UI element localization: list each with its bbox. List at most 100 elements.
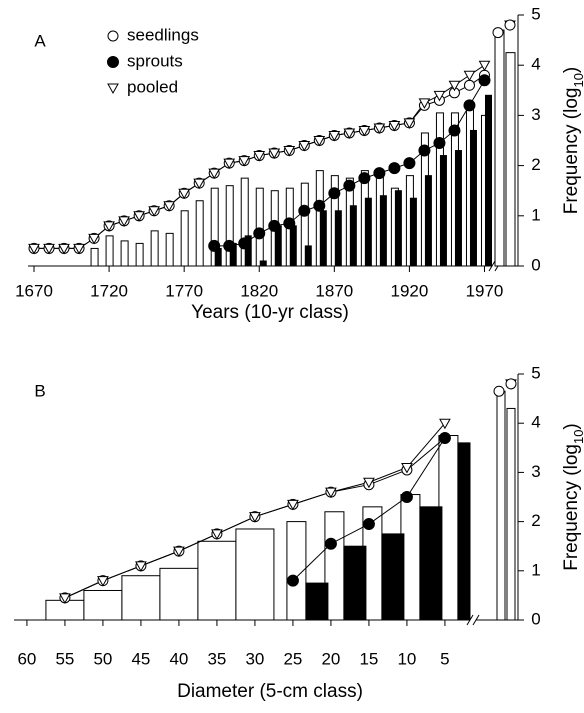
y-tick-label: 4 [531, 55, 540, 74]
y-tick-label: 2 [531, 511, 540, 530]
y-tick-label: 2 [531, 155, 540, 174]
bar [90, 247, 99, 267]
y-axis-label-part: 10 [571, 430, 584, 444]
data-point [388, 120, 401, 132]
data-point [193, 178, 206, 190]
bar [255, 187, 264, 267]
data-point [418, 98, 431, 109]
data-point [433, 137, 446, 150]
legend-label: seedlings [127, 25, 199, 44]
data-point [298, 141, 311, 152]
x-tick-label: 60 [17, 649, 36, 668]
data-point [223, 239, 236, 252]
bar [349, 205, 357, 267]
bar [394, 190, 402, 267]
bar [379, 195, 387, 267]
bar [180, 210, 189, 267]
data-point [148, 206, 160, 217]
data-point [268, 219, 281, 232]
bar [159, 567, 199, 621]
x-tick-label: 15 [359, 649, 378, 668]
x-tick-label: 45 [131, 649, 150, 668]
data-point [283, 146, 296, 157]
bar [165, 232, 174, 267]
data-point [358, 125, 371, 137]
bar [457, 442, 471, 621]
bar [244, 235, 252, 267]
data-point [403, 118, 416, 129]
bar [305, 582, 329, 621]
total-bar [505, 52, 516, 267]
data-point [439, 418, 451, 430]
data-point [178, 188, 191, 200]
data-point [403, 157, 416, 170]
panel-label: B [34, 381, 45, 400]
total-bar [496, 390, 506, 621]
total-point [493, 385, 505, 397]
data-point [328, 187, 341, 200]
x-tick-label: 50 [93, 649, 112, 668]
bar [304, 245, 312, 267]
x-tick-label: 1670 [15, 281, 53, 300]
y-axis-label: Frequency (log10) [561, 423, 584, 571]
total-point [492, 27, 504, 39]
data-point [59, 593, 71, 604]
y-tick-label: 5 [531, 4, 540, 23]
x-tick-label: 30 [245, 649, 264, 668]
panel-label: A [34, 31, 46, 50]
data-point [343, 128, 356, 139]
data-point [388, 162, 401, 175]
data-point [73, 243, 85, 255]
x-axis-label: Years (10-yr class) [191, 302, 349, 323]
x-axis-label: Diameter (5-cm class) [177, 681, 363, 702]
data-point [28, 243, 40, 255]
data-point [313, 199, 326, 212]
y-tick-label: 3 [531, 105, 540, 124]
y-axis-label-part: 10 [571, 73, 584, 87]
x-tick-label: 40 [169, 649, 188, 668]
bar [364, 197, 372, 267]
data-point [287, 499, 299, 511]
bar [381, 533, 405, 621]
bar [150, 230, 159, 267]
data-point [325, 487, 337, 499]
data-point [373, 123, 386, 134]
y-tick-label: 0 [531, 255, 540, 274]
x-tick-label: 1820 [240, 281, 278, 300]
data-point [463, 70, 476, 82]
y-axis-label-part: Frequency (log [561, 444, 582, 571]
data-point [249, 512, 261, 523]
data-point [268, 148, 281, 160]
x-tick-label: 1870 [315, 281, 353, 300]
data-point [163, 201, 176, 212]
data-point [208, 168, 221, 180]
data-point [286, 574, 299, 587]
data-point [133, 211, 145, 222]
data-point [238, 156, 251, 167]
y-tick-label: 1 [531, 560, 540, 579]
data-point [418, 144, 431, 157]
data-point [298, 204, 311, 217]
data-point [324, 537, 337, 550]
y-tick-label: 3 [531, 462, 540, 481]
data-point [88, 233, 100, 245]
data-point [400, 491, 413, 503]
data-point [401, 462, 413, 474]
bar [259, 260, 267, 267]
total-point [504, 19, 516, 31]
data-point [433, 90, 446, 102]
y-axis-label-part: ) [561, 423, 582, 429]
data-point [358, 172, 371, 185]
bar [484, 94, 492, 267]
total-bar [494, 29, 505, 267]
data-point [253, 151, 266, 162]
data-point [463, 99, 476, 112]
data-point [211, 529, 223, 540]
data-point [373, 167, 386, 180]
y-axis-label: Frequency (log10) [561, 67, 584, 215]
y-tick-label: 1 [531, 205, 540, 224]
x-tick-label: 1720 [90, 281, 128, 300]
legend-marker [107, 83, 119, 95]
bar [235, 528, 275, 621]
